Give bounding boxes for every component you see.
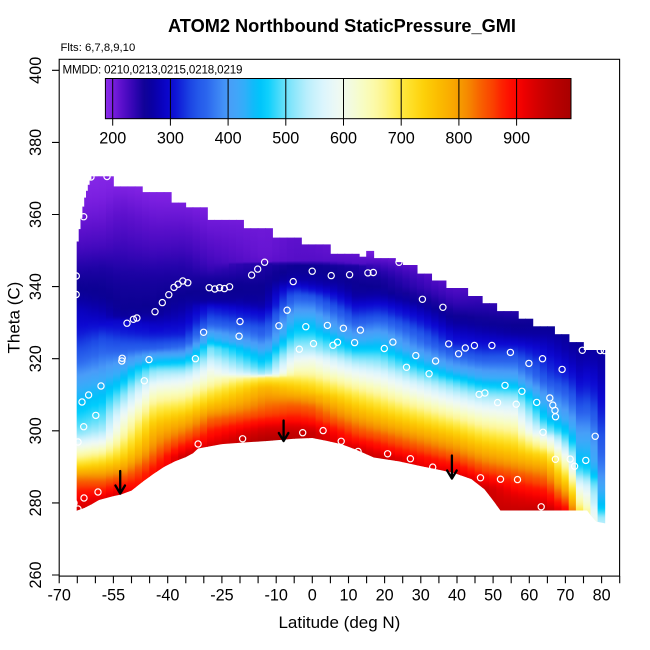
svg-text:70: 70 [556, 586, 574, 604]
svg-text:200: 200 [99, 130, 126, 148]
svg-text:400: 400 [215, 130, 242, 148]
svg-text:300: 300 [27, 417, 45, 444]
svg-text:340: 340 [27, 273, 45, 300]
svg-text:300: 300 [157, 130, 184, 148]
svg-text:60: 60 [520, 586, 538, 604]
svg-text:-70: -70 [47, 586, 70, 604]
svg-text:400: 400 [27, 57, 45, 84]
svg-text:600: 600 [330, 130, 357, 148]
svg-text:Latitude (deg N): Latitude (deg N) [278, 613, 400, 632]
svg-text:0: 0 [308, 586, 317, 604]
svg-text:Theta (C): Theta (C) [5, 282, 24, 354]
svg-text:40: 40 [448, 586, 466, 604]
svg-text:500: 500 [272, 130, 299, 148]
svg-text:10: 10 [339, 586, 357, 604]
svg-text:900: 900 [503, 130, 530, 148]
svg-text:-25: -25 [210, 586, 233, 604]
svg-text:380: 380 [27, 129, 45, 156]
svg-text:50: 50 [484, 586, 502, 604]
svg-text:30: 30 [412, 586, 430, 604]
svg-text:-55: -55 [102, 586, 125, 604]
svg-text:Flts: 6,7,8,9,10: Flts: 6,7,8,9,10 [61, 42, 136, 54]
svg-text:800: 800 [445, 130, 472, 148]
svg-text:-10: -10 [264, 586, 287, 604]
svg-text:MMDD: 0210,0213,0215,0218,0219: MMDD: 0210,0213,0215,0218,0219 [63, 64, 243, 77]
svg-text:700: 700 [388, 130, 415, 148]
svg-text:ATOM2 Northbound StaticPressur: ATOM2 Northbound StaticPressure_GMI [168, 16, 516, 36]
svg-text:360: 360 [27, 201, 45, 228]
svg-text:280: 280 [27, 489, 45, 516]
svg-text:320: 320 [27, 345, 45, 372]
svg-text:-40: -40 [156, 586, 179, 604]
svg-text:20: 20 [376, 586, 394, 604]
svg-text:80: 80 [593, 586, 611, 604]
svg-text:260: 260 [27, 561, 45, 588]
